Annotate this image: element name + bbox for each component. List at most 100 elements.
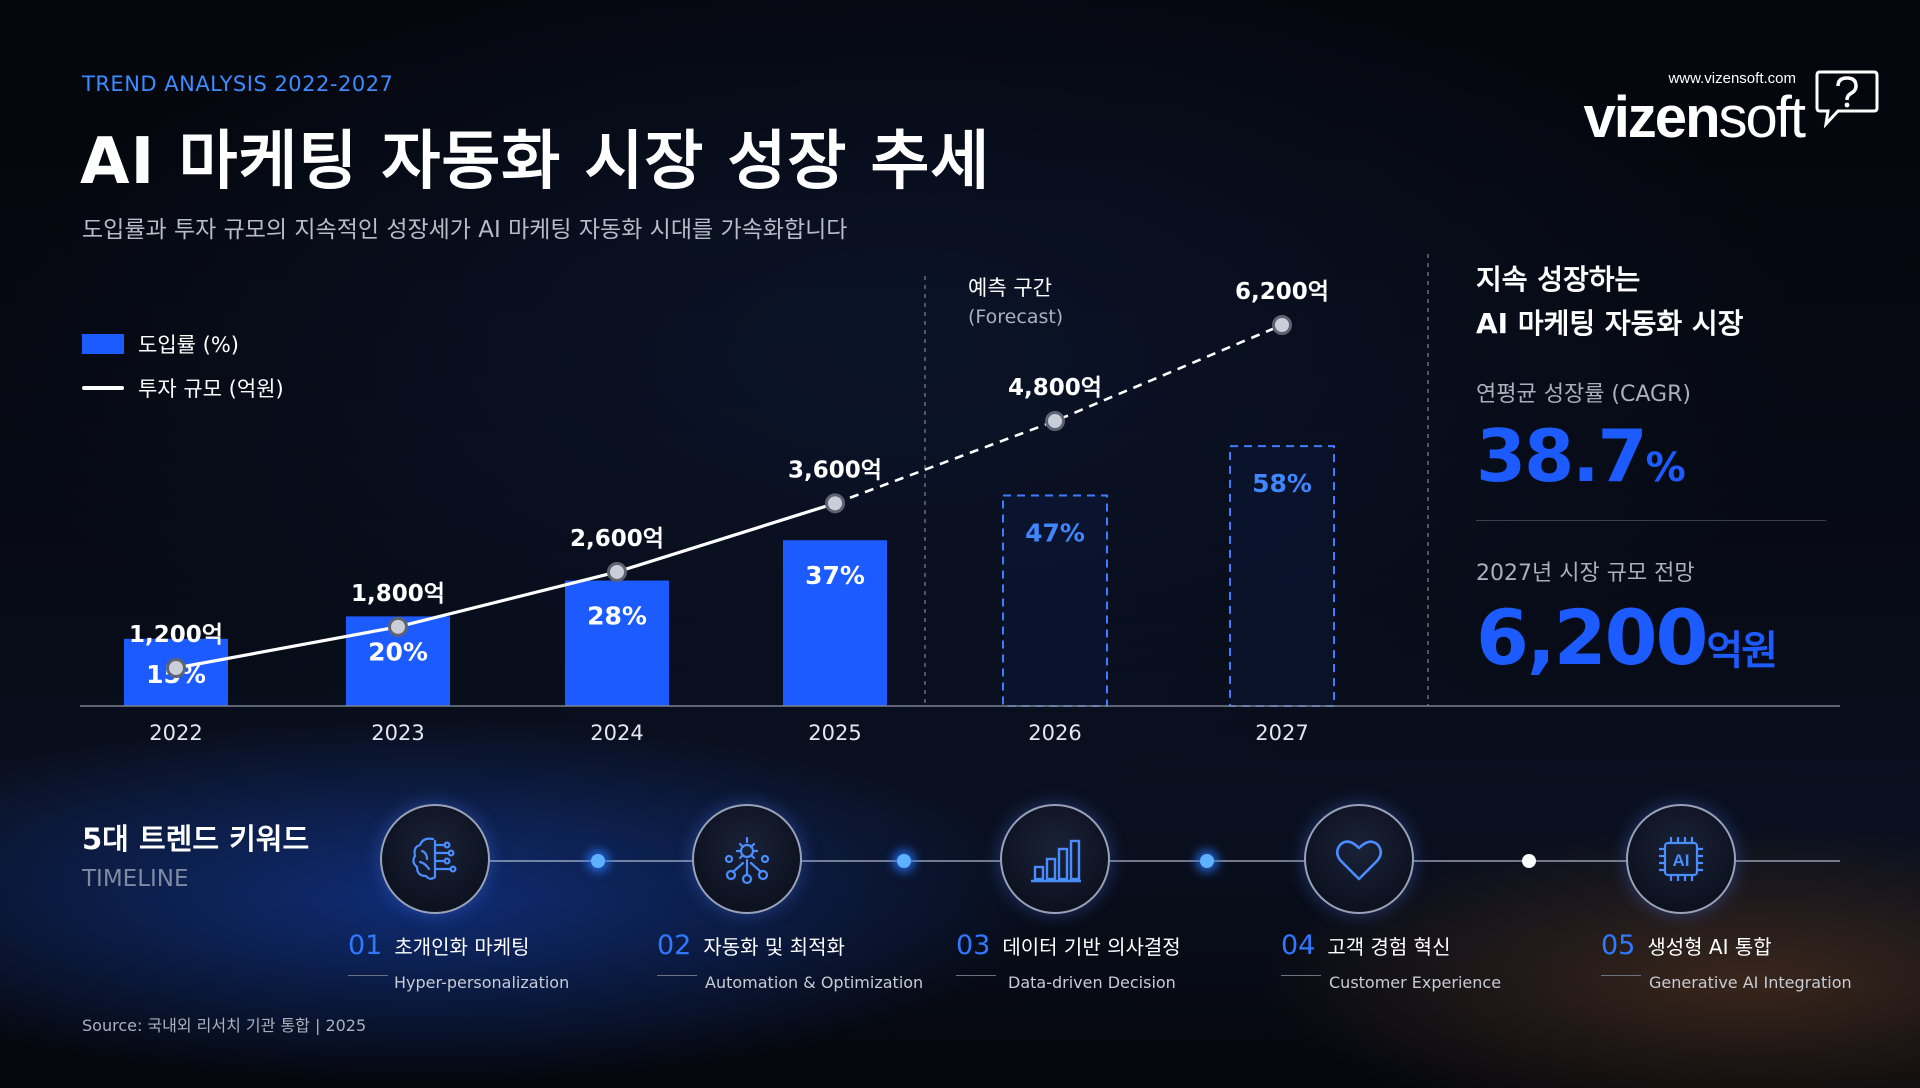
legend-label-bars: 도입률 (%) (138, 333, 239, 357)
trend-item-4: 04 고객 경험 혁신 Customer Experience (1281, 930, 1501, 992)
x-tick-label-2027: 2027 (1255, 721, 1308, 745)
trend-label: 생성형 AI 통합 (1647, 935, 1772, 959)
logo-word-light: soft (1718, 85, 1806, 150)
x-tick-label-2023: 2023 (371, 721, 424, 745)
market-size-value: 6,200억원 (1476, 593, 1826, 682)
bar-label-2027: 58% (1252, 469, 1312, 498)
timeline-dot (897, 854, 911, 868)
cagr-label: 연평균 성장률 (CAGR) (1476, 382, 1691, 407)
trend-english: Customer Experience (1329, 973, 1502, 992)
x-tick-label-2024: 2024 (590, 721, 643, 745)
trend-english: Generative AI Integration (1649, 973, 1852, 992)
trend-english: Hyper-personalization (394, 973, 570, 992)
heart-icon (1335, 840, 1383, 881)
market-size-unit: 억원 (1706, 628, 1778, 674)
trend-item-3: 03 데이터 기반 의사결정 Data-driven Decision (956, 930, 1181, 992)
svg-text:AI: AI (1673, 851, 1690, 870)
bar-label-2026: 47% (1025, 518, 1085, 547)
line-point-2022 (166, 658, 186, 678)
line-point-2025 (825, 493, 845, 514)
automation-network-icon (724, 836, 770, 885)
trends-title: 5대 트렌드 키워드 (82, 822, 310, 856)
line-point-2027 (1272, 315, 1292, 335)
legend-swatch-line (82, 386, 124, 390)
bar-chart-icon (1031, 839, 1081, 883)
trend-number: 01 (348, 930, 383, 961)
trend-number: 04 (1281, 930, 1316, 961)
side-title-line2: AI 마케팅 자동화 시장 (1476, 307, 1744, 340)
page-subtitle: 도입률과 투자 규모의 지속적인 성장세가 AI 마케팅 자동화 시대를 가속화… (82, 217, 848, 243)
trend-dash (956, 975, 996, 976)
trend-node-3 (1000, 804, 1110, 914)
x-tick-label-2025: 2025 (808, 721, 861, 745)
side-title-line1: 지속 성장하는 (1476, 263, 1641, 296)
line-point-2023 (388, 616, 408, 637)
trend-number: 02 (657, 930, 692, 961)
forecast-label: 예측 구간 (968, 276, 1052, 300)
cagr-value: 38.7% (1476, 414, 1826, 498)
trend-node-4 (1304, 804, 1414, 914)
line-point-2024 (607, 561, 627, 582)
line-label-2023: 1,800억 (351, 581, 445, 607)
trend-dash (1601, 975, 1641, 976)
timeline-dot (591, 854, 605, 868)
legend-item-line: 투자 규모 (억원) (82, 366, 284, 410)
legend-item-bars: 도입률 (%) (82, 322, 284, 366)
line-label-2027: 6,200억 (1235, 279, 1329, 305)
trend-item-1: 01 초개인화 마케팅 Hyper-personalization (348, 930, 569, 992)
forecast-sublabel: (Forecast) (968, 306, 1064, 328)
timeline-line (380, 860, 1840, 862)
trend-label: 자동화 및 최적화 (703, 935, 845, 959)
legend-label-line: 투자 규모 (억원) (138, 377, 284, 401)
market-size-label: 2027년 시장 규모 전망 (1476, 561, 1695, 586)
market-size-number: 6,200 (1476, 593, 1708, 682)
timeline-dot (1522, 854, 1536, 868)
trend-label: 고객 경험 혁신 (1327, 935, 1451, 959)
line-label-2024: 2,600억 (570, 526, 664, 552)
x-tick-label-2022: 2022 (149, 721, 202, 745)
trend-label: 데이터 기반 의사결정 (1002, 935, 1181, 959)
trends-subtitle: TIMELINE (82, 866, 189, 892)
trend-dash (657, 975, 697, 976)
cagr-unit: % (1645, 445, 1686, 491)
line-point-2026 (1045, 411, 1065, 432)
trend-english: Automation & Optimization (705, 973, 924, 992)
logo-url: www.vizensoft.com (1668, 70, 1796, 87)
ai-chip-icon: AI (1659, 837, 1703, 881)
logo-word-bold: vizen (1583, 85, 1720, 150)
page-title: AI 마케팅 자동화 시장 성장 추세 (80, 125, 991, 199)
side-divider (1476, 520, 1826, 521)
trend-dash (1281, 975, 1321, 976)
logo-wordmark: vizensoft (1583, 84, 1806, 151)
side-panel: 지속 성장하는 AI 마케팅 자동화 시장 연평균 성장률 (CAGR) 38.… (1476, 258, 1826, 682)
source-note: Source: 국내외 리서치 기관 통합 | 2025 (82, 1016, 367, 1035)
bar-label-2025: 37% (805, 561, 865, 590)
trend-item-2: 02 자동화 및 최적화 Automation & Optimization (657, 930, 923, 992)
bar-2024 (565, 580, 669, 706)
trend-node-1 (380, 804, 490, 914)
trend-dash (348, 975, 388, 976)
bar-2025 (783, 540, 887, 706)
trend-node-5: AI (1626, 804, 1736, 914)
bar-label-2024: 28% (587, 602, 647, 631)
timeline-dot (1200, 854, 1214, 868)
brain-circuit-icon (412, 837, 457, 880)
bar-2027 (1229, 445, 1335, 707)
trend-node-2 (692, 804, 802, 914)
trend-number: 05 (1601, 930, 1636, 961)
trend-label: 초개인화 마케팅 (394, 935, 530, 959)
chart-legend: 도입률 (%) 투자 규모 (억원) (82, 322, 284, 410)
trend-item-5: 05 생성형 AI 통합 Generative AI Integration (1601, 930, 1852, 992)
x-tick-label-2026: 2026 (1028, 721, 1081, 745)
bar-label-2023: 20% (368, 637, 428, 666)
investment-line-actual (175, 501, 836, 670)
line-label-2022: 1,200억 (129, 622, 223, 648)
line-label-2025: 3,600억 (788, 457, 882, 483)
question-speech-bubble-icon (1815, 70, 1879, 128)
cagr-number: 38.7 (1476, 414, 1648, 498)
line-label-2026: 4,800억 (1008, 375, 1102, 401)
eyebrow-label: TREND ANALYSIS 2022-2027 (82, 72, 394, 96)
trend-english: Data-driven Decision (1008, 973, 1176, 992)
